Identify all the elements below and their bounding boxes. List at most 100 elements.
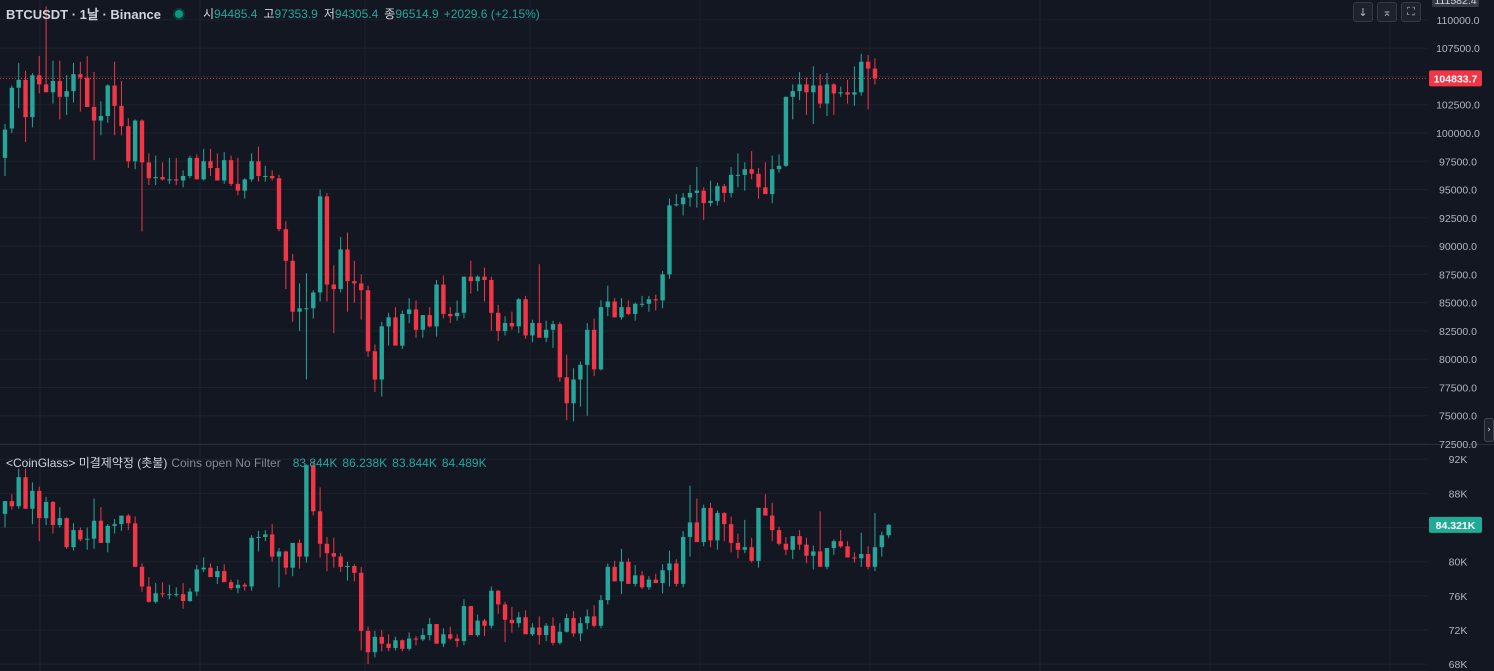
arrow-down-icon[interactable]: ↓ [1353, 2, 1373, 22]
y-tick-label: 92K [1449, 454, 1468, 466]
candle-body [557, 631, 563, 643]
candle-body [763, 507, 768, 516]
candle-body [215, 571, 220, 578]
candle-body [619, 561, 624, 582]
candle-body [317, 511, 323, 544]
high-value: 97353.9 [274, 6, 318, 21]
candle-body [338, 556, 343, 567]
chevron-right-icon[interactable]: › [1484, 418, 1494, 442]
collapse-icon[interactable]: ⌅ [1377, 2, 1397, 22]
candle-body [797, 84, 802, 92]
candle-body [119, 105, 124, 127]
candle-body [776, 165, 782, 170]
candle-body [37, 490, 42, 519]
candle-body [461, 276, 467, 313]
indicator-name[interactable]: <CoinGlass> 미결제약정 (촛불) [6, 456, 168, 470]
candle-body [598, 600, 604, 626]
indicator-legend: <CoinGlass> 미결제약정 (촛불) Coins open No Fil… [6, 454, 492, 471]
candle-body [735, 542, 741, 550]
candle-body [756, 173, 761, 188]
candle-body [523, 299, 528, 336]
candle-body [194, 157, 199, 180]
candle-body [283, 551, 289, 568]
candle-body [379, 636, 384, 644]
candle-body [167, 179, 172, 181]
candle-body [324, 543, 330, 554]
candle-body [591, 616, 597, 626]
candle-body [783, 543, 789, 550]
candle-body [160, 593, 165, 595]
candle-body [400, 640, 405, 649]
candle-body [434, 284, 439, 327]
y-tick-label: 68K [1449, 659, 1468, 671]
candle-body [441, 284, 446, 314]
candle-body [749, 547, 754, 561]
candle-body [708, 200, 713, 204]
candle-body [859, 554, 864, 559]
candle-body [269, 534, 275, 557]
candle-body [16, 79, 21, 88]
candle-body [112, 524, 117, 526]
candle-body [372, 636, 378, 653]
candle-body [2, 129, 8, 158]
candle-body [728, 174, 734, 193]
candle-body [434, 624, 439, 644]
candle-body [482, 276, 487, 281]
candle-body [180, 594, 186, 601]
candle-body [160, 177, 165, 180]
candle-body [420, 635, 426, 640]
candle-body [454, 312, 460, 317]
candle-body [256, 161, 261, 176]
candle-body [222, 571, 227, 583]
maximize-icon[interactable]: ⛶ [1401, 2, 1421, 22]
candle-body [674, 204, 679, 206]
candle-body [448, 634, 453, 639]
candle-body [626, 307, 631, 314]
candle-body [523, 617, 528, 635]
candle-body [331, 553, 336, 557]
candle-body [57, 80, 62, 97]
candle-body [448, 313, 453, 317]
candle-body [208, 161, 213, 169]
candle-body [249, 161, 254, 180]
candle-body [276, 551, 282, 557]
candle-body [838, 541, 843, 547]
last-price-badge [1429, 516, 1482, 533]
candle-body [304, 465, 309, 557]
candle-body [496, 590, 501, 605]
candle-body [653, 299, 658, 301]
candle-body [174, 594, 179, 596]
candle-body [105, 525, 110, 543]
candle-body [78, 74, 83, 78]
candle-body [400, 313, 405, 346]
candle-body [174, 179, 179, 181]
candle-body [23, 477, 28, 509]
symbol-title[interactable]: BTCUSDT · 1날 · Binance [6, 7, 161, 22]
candle-body [502, 604, 508, 620]
candle-body [365, 290, 371, 352]
open-label: 시 [202, 7, 215, 21]
candle-body [359, 572, 364, 631]
candle-body [263, 175, 268, 177]
candle-body [680, 536, 686, 584]
candle-body [126, 515, 131, 524]
candle-body [187, 591, 193, 601]
candle-body [722, 186, 727, 193]
candle-body [427, 624, 432, 636]
top-price-badge [1432, 0, 1479, 7]
candle-body [139, 566, 145, 587]
grid-lines [0, 0, 1427, 671]
candle-body [475, 276, 480, 282]
low-value: 94305.4 [334, 6, 379, 21]
candle-body [71, 74, 76, 92]
candle-body [461, 606, 467, 642]
candle-body [23, 79, 28, 118]
candle-body [468, 276, 473, 282]
candle-body [701, 190, 706, 204]
indicator-value: 83.844K [292, 455, 338, 470]
candle-body [626, 561, 631, 584]
candle-body [530, 627, 535, 635]
candle-body [235, 183, 241, 191]
candle-body [85, 77, 90, 107]
